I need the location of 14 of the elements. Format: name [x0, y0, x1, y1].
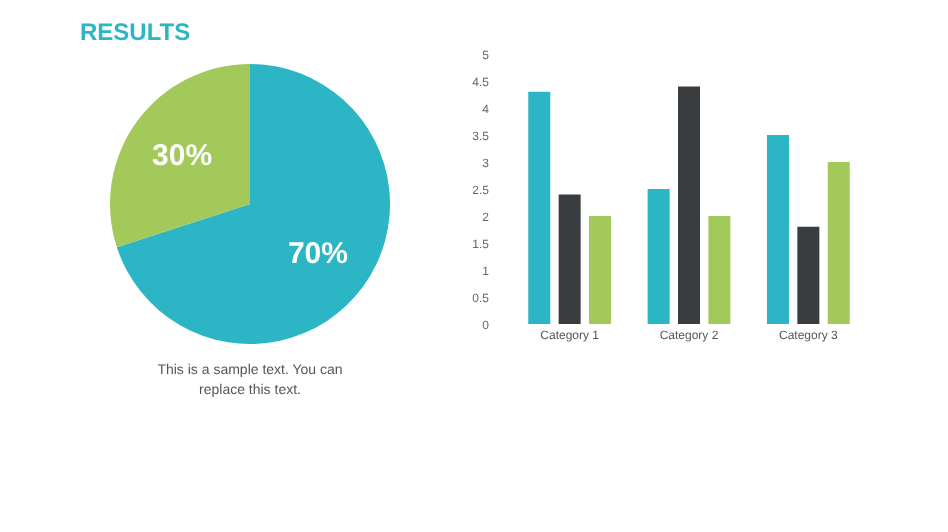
- pie-slice: [110, 64, 250, 248]
- bar: [558, 194, 581, 324]
- data-label: 70%: [287, 237, 348, 272]
- bar: [589, 216, 612, 324]
- pie-slice: [116, 64, 390, 344]
- data-label: 30%: [152, 138, 213, 173]
- bar: [708, 216, 731, 324]
- bar: [647, 189, 670, 324]
- bar: [797, 226, 820, 324]
- bar: [827, 162, 850, 324]
- bar: [678, 86, 700, 324]
- chart-title: RESULTS: [80, 18, 191, 46]
- bar: [528, 91, 551, 324]
- bar: [766, 135, 789, 324]
